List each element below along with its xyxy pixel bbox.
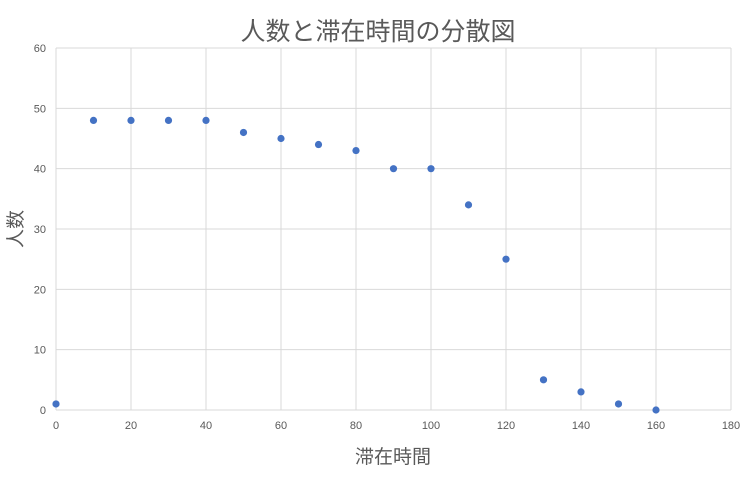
y-axis-title: 人数: [5, 210, 27, 248]
data-point: [277, 134, 285, 143]
chart-title: 人数と滞在時間の分散図: [240, 17, 515, 46]
x-tick-label: 40: [200, 420, 212, 432]
x-tick-label: 160: [647, 420, 665, 432]
x-tick-label: 0: [53, 420, 59, 432]
y-tick-label: 40: [34, 164, 46, 176]
x-axis-title: 滞在時間: [355, 446, 431, 468]
x-tick-label: 140: [572, 420, 590, 432]
data-point: [202, 116, 210, 124]
x-tick-label: 100: [422, 420, 440, 432]
y-tick-label: 10: [34, 345, 46, 357]
y-tick-label: 0: [40, 405, 46, 417]
data-point: [502, 255, 510, 263]
data-point: [239, 128, 248, 137]
data-point: [577, 388, 585, 396]
x-tick-label: 80: [350, 420, 362, 432]
data-points: [52, 116, 660, 414]
y-tick-label: 30: [34, 224, 46, 236]
data-point: [389, 165, 398, 173]
data-point: [89, 116, 98, 124]
data-point: [464, 201, 473, 209]
x-tick-label: 20: [125, 420, 137, 432]
y-tick-label: 60: [34, 43, 46, 55]
data-point: [164, 116, 173, 124]
y-tick-label: 50: [34, 103, 46, 115]
x-tick-label: 180: [722, 420, 740, 432]
data-point: [614, 400, 623, 408]
tick-labels: 0 10 20 30 40 50 60 0 20 40 60 80 100 120 140 160 180: [34, 43, 740, 432]
x-tick-label: 60: [275, 420, 287, 432]
data-point: [314, 140, 323, 149]
data-point: [539, 376, 548, 384]
y-tick-label: 20: [34, 284, 46, 296]
x-tick-label: 120: [497, 420, 515, 432]
data-point: [352, 146, 360, 155]
data-point: [52, 400, 60, 408]
data-point: [427, 165, 435, 173]
data-point: [652, 406, 660, 414]
gridlines: [55, 47, 732, 411]
data-point: [127, 116, 135, 124]
